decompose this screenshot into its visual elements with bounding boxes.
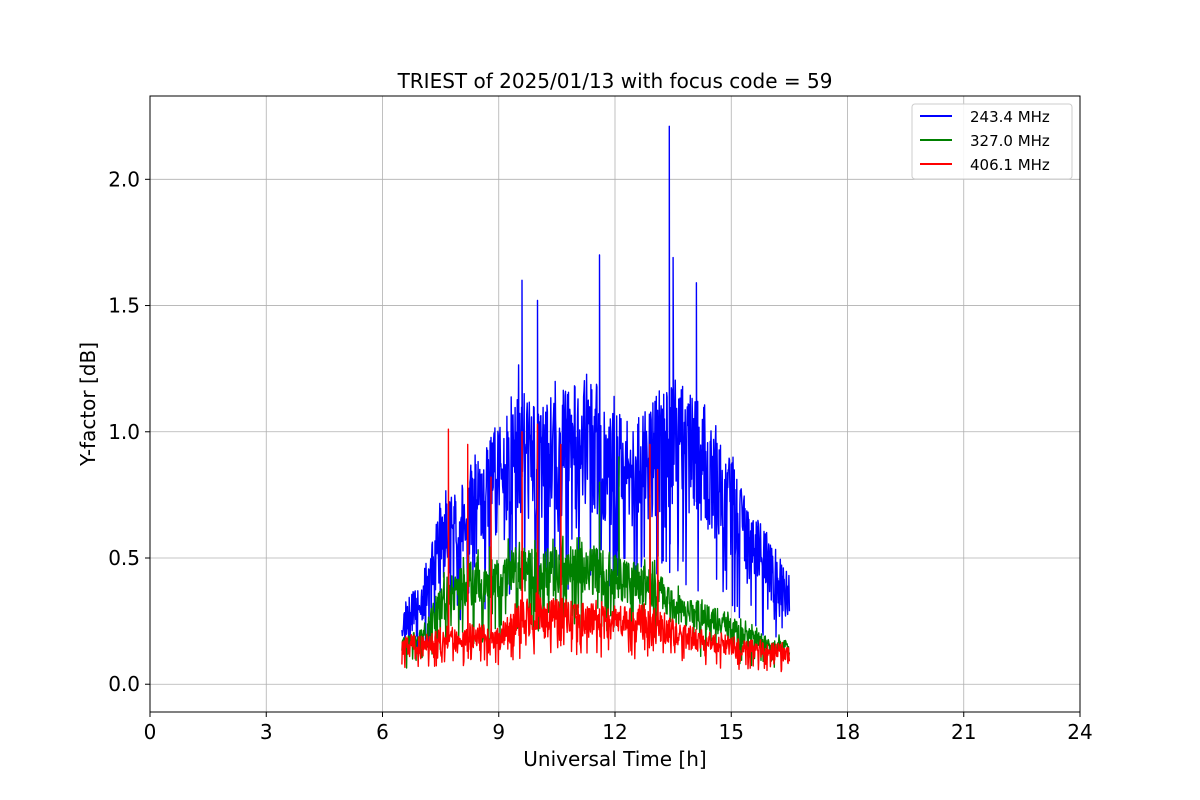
x-tick-label: 18 [835, 720, 860, 744]
chart-title: TRIEST of 2025/01/13 with focus code = 5… [397, 69, 833, 93]
x-tick-label: 6 [376, 720, 389, 744]
y-tick-label: 2.0 [108, 167, 140, 191]
x-tick-label: 15 [719, 720, 744, 744]
y-axis-label: Y-factor [dB] [76, 342, 100, 467]
y-tick-label: 1.5 [108, 294, 140, 318]
legend: 243.4 MHz 327.0 MHz 406.1 MHz [911, 103, 1073, 180]
y-tick-label: 1.0 [108, 420, 140, 444]
x-tick-label: 0 [144, 720, 157, 744]
y-axis: 0.0 0.5 1.0 1.5 2.0 [108, 167, 150, 696]
x-tick-label: 9 [492, 720, 505, 744]
y-tick-label: 0.5 [108, 546, 140, 570]
x-axis-label: Universal Time [h] [523, 747, 706, 771]
series-group [401, 125, 791, 673]
legend-label-406: 406.1 MHz [970, 156, 1050, 174]
x-tick-label: 21 [951, 720, 976, 744]
legend-label-327: 327.0 MHz [970, 132, 1050, 150]
series-line-406-1-mhz [401, 423, 791, 673]
legend-label-243: 243.4 MHz [970, 108, 1050, 126]
x-tick-label: 24 [1067, 720, 1092, 744]
y-tick-label: 0.0 [108, 672, 140, 696]
x-tick-label: 12 [602, 720, 627, 744]
x-tick-label: 3 [260, 720, 273, 744]
x-axis: 0 3 6 9 12 15 18 21 24 [144, 712, 1093, 744]
legend-box [911, 103, 1073, 180]
